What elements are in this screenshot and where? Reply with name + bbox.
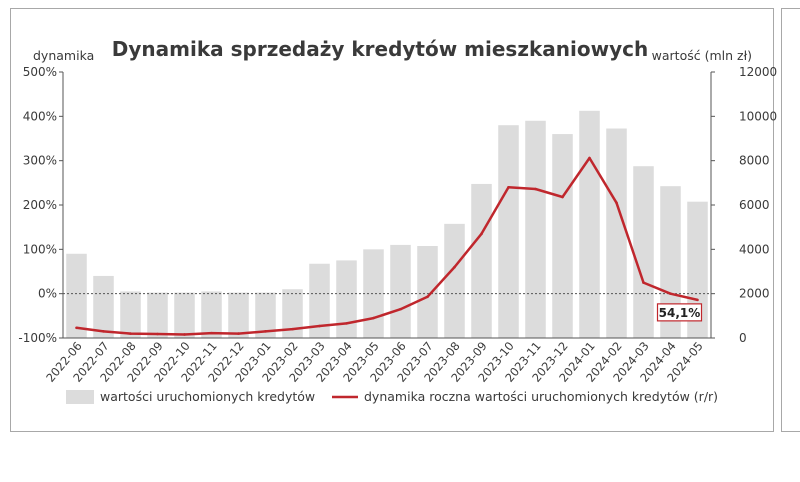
plot-area: -100% 0% 100% 200% 300% 400% 500% 0 2000 4000 6000… [18,65,777,385]
right-tick-label: 6000 [739,198,770,212]
dynamics-point-2023-12 [561,195,564,199]
dynamics-point-2023-11 [534,187,537,191]
dynamics-point-2024-02 [615,201,618,205]
dynamics-point-2023-10 [507,185,510,189]
annotation-box [656,303,703,322]
chart-title: Dynamika sprzedaży kredytów mieszkaniowy… [112,37,648,61]
dynamics-point-2024-03 [642,281,645,284]
right-tick-label: 2000 [739,287,770,301]
dynamics-point-2022-10 [183,333,186,336]
dynamics-point-2022-06 [75,326,78,330]
right-axis-label: wartość (mln zł) [652,48,752,63]
dynamics-point-2022-12 [237,332,240,335]
bar-2022-08 [120,291,141,338]
bar-2023-08 [444,223,465,338]
left-axis-label: dynamika [33,48,94,63]
left-tick-label: 0% [38,287,57,301]
bar-2023-07 [417,246,438,338]
bar-2023-02 [282,289,303,338]
bar-2022-10 [174,292,195,338]
bar-2024-04 [660,186,681,338]
dynamics-point-2023-01 [264,330,267,333]
dynamics-point-2023-04 [345,322,348,325]
right-tick-label: 8000 [739,154,770,168]
dynamics-line [76,156,698,336]
bar-2023-04 [336,260,357,338]
bar-2022-07 [93,275,114,338]
dynamics-point-2023-08 [453,265,456,269]
dynamics-point-2023-07 [426,295,429,299]
left-tick-label: 400% [23,109,57,123]
dynamics-point-2023-02 [291,327,294,331]
dynamics-point-2023-05 [372,316,375,320]
dynamics-point-2024-01 [588,156,591,160]
bar-2022-12 [228,292,249,338]
dynamics-point-2024-04 [669,292,672,295]
legend-bar-label: wartości uruchomionych kredytów [100,389,315,404]
right-tick-label: 12000 [739,65,777,79]
bar-2023-10 [498,125,519,338]
bar-2023-12 [552,134,573,338]
bar-2023-09 [471,183,492,338]
left-tick-label: 500% [23,65,57,79]
bar-2022-09 [147,292,168,338]
bar-2024-03 [633,166,654,338]
left-tick-label: 100% [23,242,57,256]
bar-2024-01 [579,110,600,339]
dynamics-point-2022-07 [102,330,105,333]
dynamics-point-2022-11 [210,331,213,335]
adjacent-panel-edge [781,8,800,432]
dynamics-point-2024-05 [696,298,699,302]
bar-2024-02 [606,128,627,338]
left-tick-label: 300% [23,154,57,168]
dynamics-point-2023-09 [480,232,483,236]
bar-2023-11 [525,120,546,339]
right-tick-label: 10000 [739,109,777,123]
left-tick-label: 200% [23,198,57,212]
right-tick-label: 0 [739,331,747,345]
bar-2022-06 [66,253,87,338]
annotation-label: 54,1% [659,306,701,320]
legend: wartości uruchomionych kredytów dynamika… [66,389,718,404]
bar-2022-11 [201,291,222,338]
bar-2023-06 [390,244,411,338]
legend-bar-swatch [66,390,94,404]
legend-line-label: dynamika roczna wartości uruchomionych k… [364,389,718,404]
bar-2023-01 [255,292,276,338]
dynamics-point-2023-06 [399,307,402,311]
dynamics-point-2023-03 [318,324,321,328]
right-tick-label: 4000 [739,242,770,256]
dynamics-point-2022-09 [156,332,159,336]
bar-2023-03 [309,263,330,338]
left-tick-label: -100% [18,331,57,345]
dynamics-point-2022-08 [129,332,132,335]
